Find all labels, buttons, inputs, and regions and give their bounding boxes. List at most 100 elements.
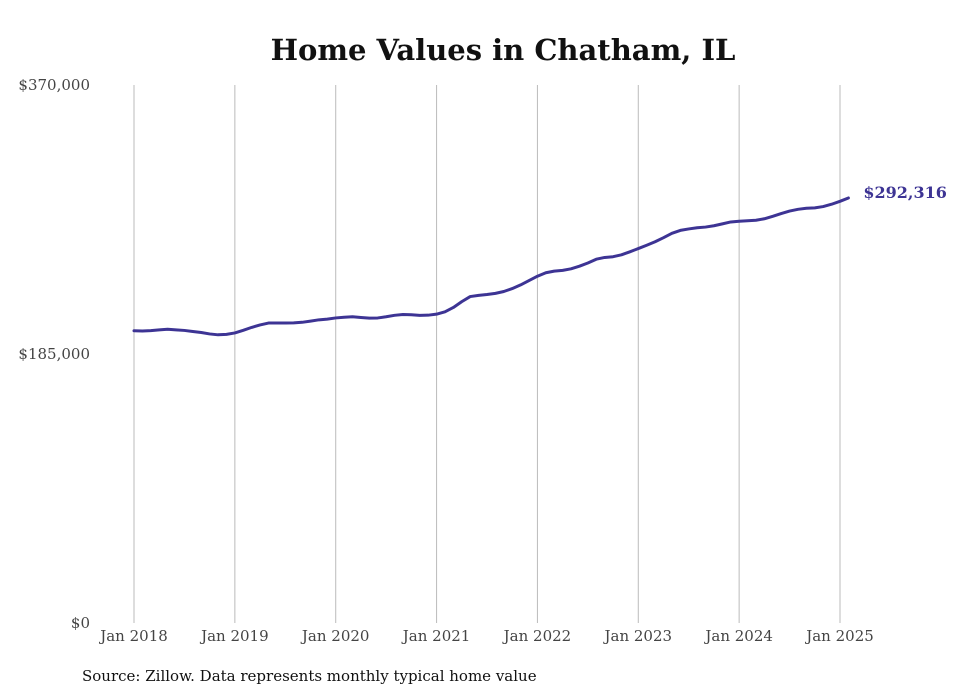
data-point — [259, 323, 262, 326]
data-point — [477, 294, 480, 297]
x-tick-label: Jan 2025 — [804, 627, 874, 645]
data-point — [292, 321, 295, 324]
data-point — [284, 322, 287, 325]
data-point — [158, 328, 161, 331]
data-point — [595, 258, 598, 261]
data-point — [326, 318, 329, 321]
data-point — [250, 326, 253, 329]
data-point — [191, 330, 194, 333]
data-point — [746, 219, 749, 222]
data-point — [603, 256, 606, 259]
data-point — [721, 222, 724, 225]
data-point — [780, 212, 783, 215]
data-point — [494, 292, 497, 295]
data-point — [586, 261, 589, 264]
data-point — [620, 253, 623, 256]
x-tick-label: Jan 2018 — [98, 627, 168, 645]
data-point — [334, 316, 337, 319]
data-point — [536, 275, 539, 278]
data-point — [771, 215, 774, 218]
data-point — [486, 293, 489, 296]
data-point — [309, 320, 312, 323]
x-tick-label: Jan 2023 — [603, 627, 673, 645]
data-point — [418, 314, 421, 317]
data-point — [133, 329, 136, 332]
x-tick-label: Jan 2022 — [502, 627, 572, 645]
data-point — [393, 314, 396, 317]
source-note: Source: Zillow. Data represents monthly … — [82, 667, 537, 685]
data-point — [553, 270, 556, 273]
data-point — [376, 316, 379, 319]
data-point — [704, 226, 707, 229]
data-point — [754, 219, 757, 222]
data-point — [217, 333, 220, 336]
data-point — [637, 247, 640, 250]
data-point — [738, 220, 741, 223]
series-line — [132, 196, 850, 337]
data-point — [267, 322, 270, 325]
data-point — [401, 313, 404, 316]
data-point — [729, 220, 732, 223]
data-point — [208, 332, 211, 335]
data-point — [679, 229, 682, 232]
data-point — [696, 226, 699, 229]
x-tick-label: Jan 2021 — [401, 627, 471, 645]
data-point — [141, 330, 144, 333]
data-point — [830, 203, 833, 206]
data-point — [469, 295, 472, 298]
y-tick-label: $370,000 — [18, 76, 90, 94]
end-value-label: $292,316 — [863, 183, 947, 202]
data-point — [460, 300, 463, 303]
data-point — [149, 329, 152, 332]
data-point — [670, 232, 673, 235]
x-tick-label: Jan 2020 — [300, 627, 370, 645]
data-point — [645, 244, 648, 247]
series-layer — [132, 196, 850, 337]
data-point — [662, 236, 665, 239]
data-point — [822, 205, 825, 208]
data-point — [225, 333, 228, 336]
data-point — [687, 227, 690, 230]
data-point — [359, 316, 362, 319]
data-point — [511, 287, 514, 290]
data-point — [654, 240, 657, 243]
x-tick-label: Jan 2019 — [199, 627, 269, 645]
data-point — [528, 279, 531, 282]
x-tick-label: Jan 2024 — [703, 627, 773, 645]
grid-lines — [133, 85, 841, 623]
data-point — [570, 267, 573, 270]
data-point — [452, 306, 455, 309]
data-point — [343, 316, 346, 319]
data-point — [443, 310, 446, 313]
data-point — [561, 269, 564, 272]
data-point — [612, 255, 615, 258]
data-point — [427, 314, 430, 317]
data-point — [813, 206, 816, 209]
data-point — [351, 315, 354, 318]
data-point — [410, 313, 413, 316]
data-point — [435, 313, 438, 316]
y-axis: $0 $185,000 $370,000 — [18, 76, 90, 632]
data-point — [628, 250, 631, 253]
data-point — [519, 283, 522, 286]
data-point — [275, 322, 278, 325]
y-tick-label: $185,000 — [18, 345, 90, 363]
data-point — [166, 328, 169, 331]
data-point — [712, 224, 715, 227]
chart-title: Home Values in Chatham, IL — [271, 33, 736, 67]
data-point — [502, 290, 505, 293]
data-point — [788, 210, 791, 213]
data-point — [368, 317, 371, 320]
data-point — [242, 329, 245, 332]
data-point — [796, 208, 799, 211]
data-point — [175, 328, 178, 331]
x-axis: Jan 2018 Jan 2019 Jan 2020 Jan 2021 Jan 2022… — [98, 627, 874, 645]
data-point — [317, 318, 320, 321]
data-point — [233, 331, 236, 334]
data-point — [839, 200, 842, 203]
data-point — [847, 196, 850, 199]
data-point — [578, 265, 581, 268]
data-point — [544, 271, 547, 274]
